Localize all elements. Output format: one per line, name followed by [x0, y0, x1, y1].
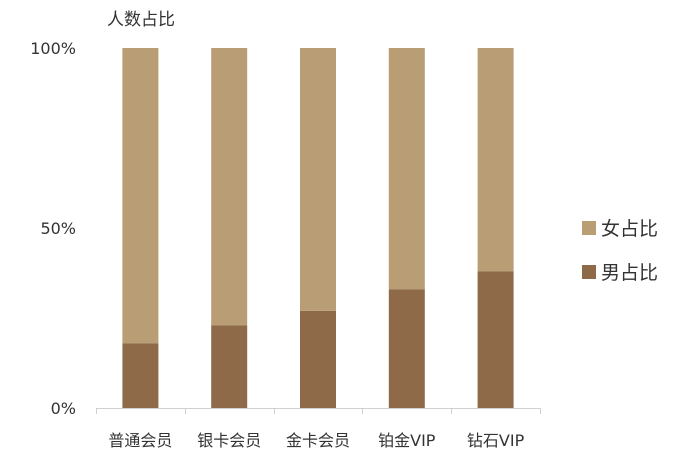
x-tick-label: 普通会员 — [108, 431, 172, 450]
legend-swatch — [582, 265, 596, 279]
bar-segment-male — [211, 325, 248, 408]
bar-segment-female — [122, 48, 159, 344]
bars — [122, 48, 514, 408]
x-tick-label: 银卡会员 — [197, 431, 261, 450]
chart-title: 人数占比 — [107, 10, 175, 30]
y-tick-label: 100% — [30, 39, 76, 58]
legend-label: 女占比 — [601, 218, 658, 240]
y-tick-label: 50% — [40, 219, 76, 238]
bar-segment-female — [388, 48, 425, 290]
legend-swatch — [582, 221, 596, 235]
legend-label: 男占比 — [601, 262, 658, 284]
x-axis-tick-labels: 普通会员 银卡会员 金卡会员 铂金VIP 钻石VIP — [108, 431, 524, 450]
bar-segment-male — [300, 310, 336, 408]
x-tick-label: 钻石VIP — [467, 431, 525, 450]
y-axis-tick-labels: 0% 50% 100% — [30, 39, 76, 418]
bar-segment-male — [122, 343, 159, 408]
y-tick-label: 0% — [51, 399, 76, 418]
bar-segment-male — [388, 289, 425, 408]
bar-segment-female — [300, 48, 336, 311]
x-tick-label: 金卡会员 — [286, 431, 350, 450]
x-axis — [96, 408, 541, 414]
bar-segment-male — [477, 271, 514, 408]
bar-segment-female — [211, 48, 248, 326]
x-tick-label: 铂金VIP — [378, 431, 436, 450]
bar-segment-female — [477, 48, 514, 272]
